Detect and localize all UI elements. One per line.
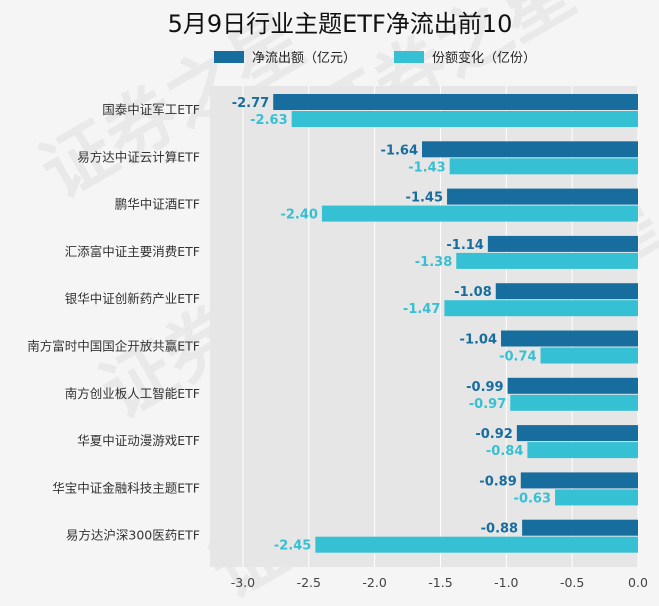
bar-net-outflow [522, 519, 638, 536]
bar-net-outflow [516, 425, 638, 442]
legend-label-share-change: 份额变化（亿份） [432, 50, 536, 66]
category-label: 鹏华中证酒ETF [115, 197, 200, 212]
data-labels: -2.77 -2.63 -1.64 -1.43 -1.45 -2.40 -1.14 -1.38… [232, 96, 551, 554]
legend-swatch-share-change [394, 51, 424, 63]
x-tick-label: -0.5 [560, 575, 584, 590]
bar-net-outflow [422, 141, 638, 158]
data-label-share-change: -0.63 [514, 491, 551, 506]
bar-net-outflow [501, 330, 638, 347]
legend-swatch-outflow [214, 51, 244, 63]
bar-share-change [444, 300, 638, 317]
x-tick-label: 0.0 [628, 575, 648, 590]
data-label-share-change: -0.74 [499, 350, 536, 365]
x-tick-label: -2.0 [362, 575, 386, 590]
category-label: 易方达中证云计算ETF [77, 149, 200, 164]
x-tick-label: -2.5 [297, 575, 321, 590]
bar-share-change [321, 205, 638, 222]
x-tick-label: -1.5 [428, 575, 452, 590]
bar-net-outflow [487, 235, 638, 252]
x-tick-label: -3.0 [231, 575, 255, 590]
bar-share-change [291, 111, 638, 127]
chart-title: 5月9日行业主题ETF净流出前10 [168, 10, 513, 38]
data-label-net-outflow: -1.08 [454, 285, 491, 300]
bar-net-outflow [273, 94, 638, 110]
legend-label-outflow: 净流出额（亿元） [252, 51, 356, 66]
data-label-share-change: -1.47 [403, 302, 440, 317]
data-label-net-outflow: -0.89 [479, 474, 516, 489]
data-label-share-change: -0.84 [486, 444, 523, 459]
category-label: 华宝中证金融科技主题ETF [52, 480, 200, 495]
category-label: 易方达沪深300医药ETF [66, 528, 200, 543]
data-label-net-outflow: -1.64 [381, 143, 418, 158]
x-tick-label: -1.0 [494, 575, 518, 590]
bar-share-change [449, 158, 638, 175]
bar-net-outflow [447, 188, 638, 205]
category-label: 银华中证创新药产业ETF [65, 291, 200, 306]
bar-share-change [510, 394, 638, 411]
category-label: 汇添富中证主要消费ETF [65, 244, 200, 259]
category-label: 南方富时中国国企开放共赢ETF [27, 339, 200, 354]
bar-share-change [555, 489, 638, 506]
bars [273, 94, 638, 553]
data-label-net-outflow: -0.92 [475, 427, 512, 442]
data-label-share-change: -2.45 [274, 539, 311, 554]
bar-net-outflow [507, 377, 638, 394]
data-label-share-change: -0.97 [469, 397, 506, 412]
bar-share-change [315, 536, 638, 553]
data-label-net-outflow: -0.88 [481, 522, 518, 537]
category-labels: 国泰中证军工ETF 易方达中证云计算ETF 鹏华中证酒ETF 汇添富中证主要消费ETF… [27, 102, 200, 543]
bar-net-outflow [495, 283, 638, 300]
bar-share-change [527, 442, 638, 459]
data-label-share-change: -1.43 [408, 160, 445, 175]
data-label-net-outflow: -2.77 [232, 96, 269, 111]
legend: 净流出额（亿元） 份额变化（亿份） [214, 50, 536, 66]
data-label-share-change: -1.38 [415, 255, 452, 270]
category-label: 华夏中证动漫游戏ETF [77, 433, 200, 448]
bar-share-change [456, 252, 638, 269]
data-label-net-outflow: -1.04 [460, 333, 497, 348]
data-label-net-outflow: -0.99 [466, 380, 503, 395]
data-label-share-change: -2.63 [250, 113, 287, 128]
bar-net-outflow [520, 472, 638, 489]
category-label: 南方创业板人工智能ETF [65, 386, 200, 401]
category-label: 国泰中证军工ETF [102, 102, 200, 117]
x-tick-labels: -3.0 -2.5 -2.0 -1.5 -1.0 -0.5 0.0 [231, 575, 648, 590]
data-label-share-change: -2.40 [280, 208, 317, 223]
data-label-net-outflow: -1.14 [446, 238, 483, 253]
bar-share-change [540, 347, 638, 364]
data-label-net-outflow: -1.45 [406, 191, 443, 206]
